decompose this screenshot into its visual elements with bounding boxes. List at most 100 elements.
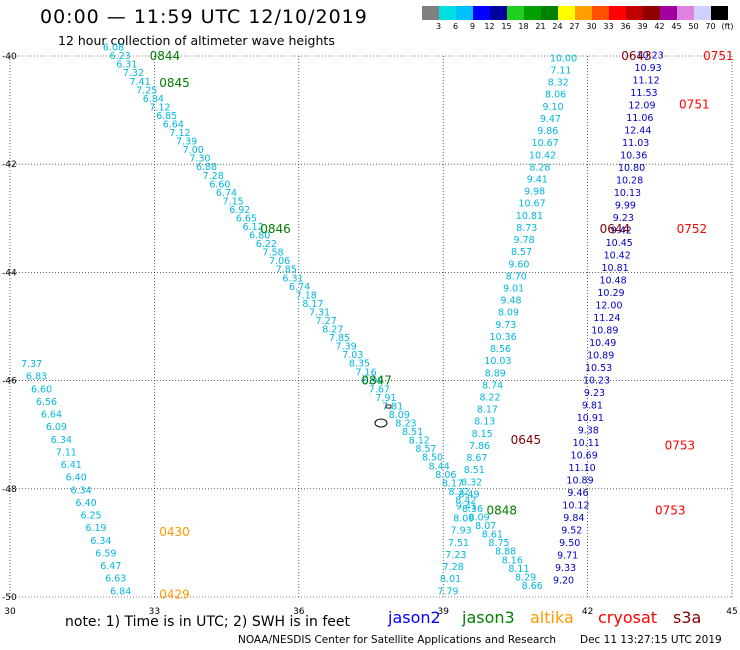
- wave-height-value: 10.36: [490, 332, 517, 343]
- pass-time-label: 0846: [260, 222, 291, 236]
- wave-height-value: 8.06: [545, 90, 566, 101]
- legend-label: 6: [452, 22, 459, 31]
- legend-swatch: [524, 6, 541, 20]
- lon-tick-label: 36: [293, 607, 305, 617]
- wave-height-value: 10.89: [591, 326, 618, 337]
- wave-height-value: 7.03: [342, 350, 363, 361]
- wave-height-value: 7.79: [437, 586, 458, 597]
- wave-height-value: 7.06: [269, 256, 290, 267]
- wave-height-value: 6.84: [110, 586, 131, 597]
- pass-time-label: 0847: [361, 374, 392, 388]
- legend-swatch: [592, 6, 609, 20]
- wave-height-value: 8.17: [302, 299, 323, 310]
- wave-height-value: 8.29: [515, 572, 536, 583]
- wave-height-value: 8.57: [511, 247, 532, 258]
- legend-label: 70: [705, 22, 716, 31]
- wave-height-value: 7.37: [21, 359, 42, 370]
- wave-height-value: 10.81: [602, 263, 629, 274]
- wave-height-value: 8.09: [389, 410, 410, 421]
- wave-height-value: 7.58: [262, 248, 283, 259]
- wave-height-value: 6.34: [51, 435, 72, 446]
- satellite-altika: altika: [530, 608, 574, 627]
- wave-height-value: 8.66: [522, 581, 543, 592]
- wave-height-value: 9.84: [563, 513, 584, 524]
- wave-height-value: 7.93: [451, 526, 472, 537]
- pass-time-label: 0430: [159, 525, 190, 539]
- pass-time-label: 0429: [159, 587, 190, 601]
- wave-height-value: 10.03: [484, 356, 511, 367]
- wave-height-value: 6.22: [256, 239, 277, 250]
- pass-time-label: 0753: [655, 503, 686, 517]
- wave-height-value: 10.42: [529, 150, 556, 161]
- wave-height-value: 7.23: [445, 550, 466, 561]
- wave-height-value: 9.23: [584, 388, 605, 399]
- map-subtitle: 12 hour collection of altimeter wave hei…: [58, 33, 335, 48]
- wave-height-value: 11.12: [632, 76, 659, 87]
- wave-height-value: 9.60: [508, 259, 529, 270]
- pass-time-label: 0848: [487, 503, 518, 517]
- wave-height-value: 8.15: [472, 429, 493, 440]
- legend-swatch: [643, 6, 660, 20]
- wave-height-value: 8.51: [464, 465, 485, 476]
- island-outline: [374, 418, 388, 428]
- legend-label: (ft): [721, 22, 734, 31]
- wave-height-value: 8.35: [349, 359, 370, 370]
- lat-tick-label: -50: [2, 593, 17, 603]
- wave-height-value: 11.03: [622, 138, 649, 149]
- wave-height-value: 6.88: [196, 162, 217, 173]
- pass-time-label: 0644: [600, 222, 631, 236]
- wave-height-value: 7.16: [355, 367, 376, 378]
- wave-height-value: 9.33: [555, 563, 576, 574]
- wave-height-value: 12.09: [628, 101, 655, 112]
- wave-height-value: 7.85: [276, 265, 297, 276]
- pass-time-label: 0752: [677, 222, 708, 236]
- wave-height-value: 7.30: [189, 154, 210, 165]
- wave-height-value: 10.49: [589, 338, 616, 349]
- wave-height-value: 9.46: [567, 488, 588, 499]
- lon-tick-label: 30: [4, 607, 16, 617]
- lat-tick-label: -46: [2, 377, 17, 387]
- legend-label: 27: [569, 22, 580, 31]
- wave-height-value: 7.86: [469, 441, 490, 452]
- wave-height-value: 8.06: [435, 470, 456, 481]
- lat-tick-label: -44: [2, 268, 17, 278]
- wave-height-value: 9.81: [582, 401, 603, 412]
- wave-height-value: 7.12: [169, 128, 190, 139]
- legend-swatch: [575, 6, 592, 20]
- wave-height-value: 6.31: [282, 273, 303, 284]
- wave-height-value: 6.34: [90, 536, 111, 547]
- legend-label: 18: [518, 22, 529, 31]
- legend-label: 30: [586, 22, 597, 31]
- wave-height-value: 9.99: [615, 201, 636, 212]
- satellite-cryosat: cryosat: [598, 608, 658, 627]
- wave-height-value: 8.16: [502, 555, 523, 566]
- wave-height-value: 8.32: [548, 78, 569, 89]
- wave-height-value: 9.71: [557, 550, 578, 561]
- legend-label: 21: [535, 22, 546, 31]
- wave-height-value: 10.89: [566, 476, 593, 487]
- wave-height-value: 6.65: [236, 213, 257, 224]
- wave-height-value: 7.81: [382, 401, 403, 412]
- wave-height-value: 6.31: [116, 60, 137, 71]
- wave-height-value: 7.39: [336, 342, 357, 353]
- wave-height-value: 10.69: [571, 451, 598, 462]
- wave-height-value: 8.17: [442, 478, 463, 489]
- wave-height-value: 8.17: [477, 405, 498, 416]
- legend-swatch: [473, 6, 490, 20]
- wave-height-value: 8.09: [498, 308, 519, 319]
- wave-height-value: 7.27: [316, 316, 337, 327]
- wave-height-value: 8.56: [490, 344, 511, 355]
- wave-height-value: 8.27: [322, 325, 343, 336]
- wave-height-value: 10.00: [550, 53, 577, 64]
- pass-time-label: 0845: [159, 76, 190, 90]
- wave-height-value: 8.50: [422, 453, 443, 464]
- wave-height-value: 10.29: [597, 288, 624, 299]
- wave-height-value: 11.10: [568, 463, 595, 474]
- wave-height-value: 8.22: [479, 393, 500, 404]
- legend-label: 3: [435, 22, 442, 31]
- wave-height-value: 7.28: [443, 562, 464, 573]
- legend-swatch: [609, 6, 626, 20]
- wave-height-value: 8.01: [440, 574, 461, 585]
- pass-time-label: 0643: [621, 49, 652, 63]
- wave-height-value: 6.64: [41, 410, 62, 421]
